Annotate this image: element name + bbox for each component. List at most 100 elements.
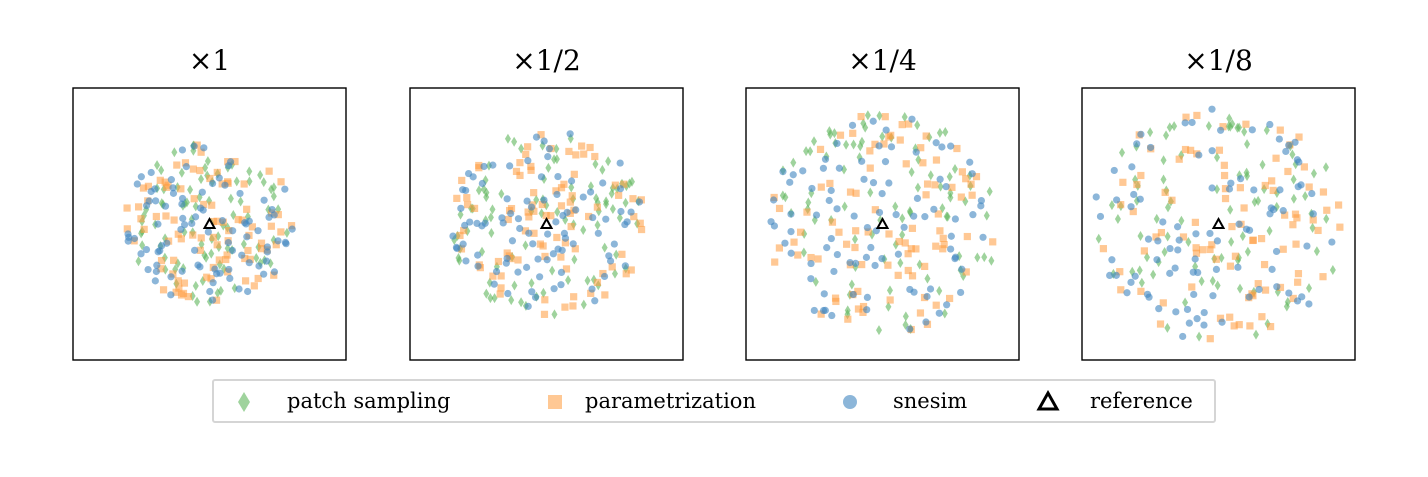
scatter-point bbox=[1152, 233, 1160, 241]
scatter-point bbox=[248, 223, 256, 231]
scatter-point bbox=[1188, 118, 1196, 127]
scatter-point bbox=[537, 173, 546, 181]
scatter-point bbox=[1261, 286, 1270, 294]
scatter-point bbox=[943, 301, 951, 309]
scatter-point bbox=[463, 201, 472, 209]
scatter-point bbox=[553, 233, 561, 242]
scatter-point bbox=[184, 292, 192, 301]
scatter-point bbox=[1329, 265, 1336, 276]
scatter-point bbox=[260, 270, 268, 278]
scatter-point bbox=[530, 189, 538, 197]
scatter-point bbox=[1182, 297, 1189, 308]
scatter-point bbox=[580, 299, 587, 310]
scatter-point bbox=[609, 203, 616, 214]
scatter-point bbox=[565, 147, 573, 156]
scatter-point bbox=[1117, 201, 1125, 209]
scatter-point bbox=[812, 211, 821, 219]
scatter-point bbox=[178, 194, 187, 203]
scatter-point bbox=[1218, 252, 1225, 263]
scatter-point bbox=[790, 238, 798, 246]
scatter-point bbox=[171, 147, 178, 158]
scatter-point bbox=[178, 146, 187, 154]
scatter-point bbox=[1236, 175, 1245, 183]
scatter-point bbox=[616, 185, 625, 193]
scatter-point bbox=[1137, 130, 1145, 138]
scatter-point bbox=[234, 215, 242, 224]
scatter-point bbox=[522, 150, 530, 159]
scatter-point bbox=[225, 265, 233, 274]
scatter-point bbox=[1261, 181, 1269, 190]
panel-title: ×1/2 bbox=[512, 44, 581, 77]
scatter-point bbox=[858, 260, 866, 269]
scatter-point bbox=[1230, 322, 1238, 330]
scatter-point bbox=[914, 120, 921, 131]
scatter-point bbox=[1163, 130, 1170, 141]
scatter-point bbox=[622, 270, 630, 278]
scatter-point bbox=[208, 179, 217, 188]
scatter-point bbox=[1144, 235, 1153, 243]
scatter-point bbox=[1214, 152, 1221, 163]
scatter-point bbox=[518, 297, 525, 308]
scatter-point bbox=[1161, 246, 1168, 257]
scatter-point bbox=[1209, 275, 1216, 286]
scatter-point bbox=[849, 290, 857, 299]
scatter-point bbox=[178, 267, 186, 275]
scatter-point bbox=[1255, 195, 1262, 206]
scatter-point bbox=[204, 228, 212, 236]
scatter-point bbox=[557, 202, 566, 210]
scatter-point bbox=[1268, 265, 1276, 273]
scatter-point bbox=[968, 191, 976, 199]
scatter-point bbox=[892, 201, 899, 212]
scatter-point bbox=[516, 171, 524, 180]
scatter-point bbox=[579, 193, 587, 201]
scatter-point bbox=[1295, 133, 1303, 141]
scatter-point bbox=[926, 285, 935, 293]
scatter-point bbox=[962, 175, 970, 183]
scatter-point bbox=[1254, 280, 1262, 288]
scatter-point bbox=[951, 164, 958, 175]
scatter-point bbox=[1174, 246, 1182, 254]
scatter-point bbox=[1245, 226, 1254, 234]
scatter-point bbox=[243, 233, 251, 241]
scatter-point bbox=[483, 288, 490, 299]
scatter-point bbox=[923, 292, 931, 301]
scatter-point bbox=[1154, 237, 1162, 245]
scatter-point bbox=[932, 242, 940, 250]
scatter-point bbox=[1226, 313, 1234, 321]
scatter-point bbox=[1276, 126, 1284, 134]
scatter-point bbox=[852, 259, 860, 267]
scatter-point bbox=[1216, 314, 1225, 322]
scatter-point bbox=[528, 278, 535, 289]
scatter-point bbox=[613, 249, 620, 260]
scatter-point bbox=[770, 196, 778, 204]
scatter-point bbox=[1193, 315, 1201, 323]
scatter-point bbox=[504, 289, 512, 298]
scatter-point bbox=[512, 167, 521, 176]
scatter-point bbox=[157, 265, 165, 273]
scatter-point bbox=[1212, 265, 1221, 273]
scatter-point bbox=[941, 308, 948, 319]
scatter-point bbox=[288, 225, 296, 233]
scatter-point bbox=[198, 174, 205, 185]
scatter-point bbox=[827, 186, 835, 195]
scatter-point bbox=[1215, 146, 1224, 154]
scatter-point bbox=[1140, 247, 1148, 255]
scatter-point bbox=[844, 315, 852, 323]
scatter-point bbox=[134, 203, 143, 211]
scatter-point bbox=[1235, 220, 1243, 228]
scatter-point bbox=[1250, 186, 1258, 194]
scatter-point bbox=[489, 161, 497, 169]
scatter-point bbox=[1228, 222, 1236, 231]
scatter-point bbox=[1171, 121, 1178, 132]
scatter-point bbox=[1219, 123, 1227, 131]
scatter-point bbox=[213, 241, 221, 249]
scatter-point bbox=[1275, 135, 1283, 143]
scatter-point bbox=[807, 259, 815, 268]
scatter-point bbox=[816, 145, 825, 154]
scatter-point bbox=[1206, 245, 1214, 254]
scatter-point bbox=[914, 182, 921, 193]
scatter-point bbox=[174, 230, 182, 238]
scatter-point bbox=[843, 240, 851, 248]
scatter-point bbox=[833, 139, 841, 148]
scatter-point bbox=[541, 296, 549, 304]
